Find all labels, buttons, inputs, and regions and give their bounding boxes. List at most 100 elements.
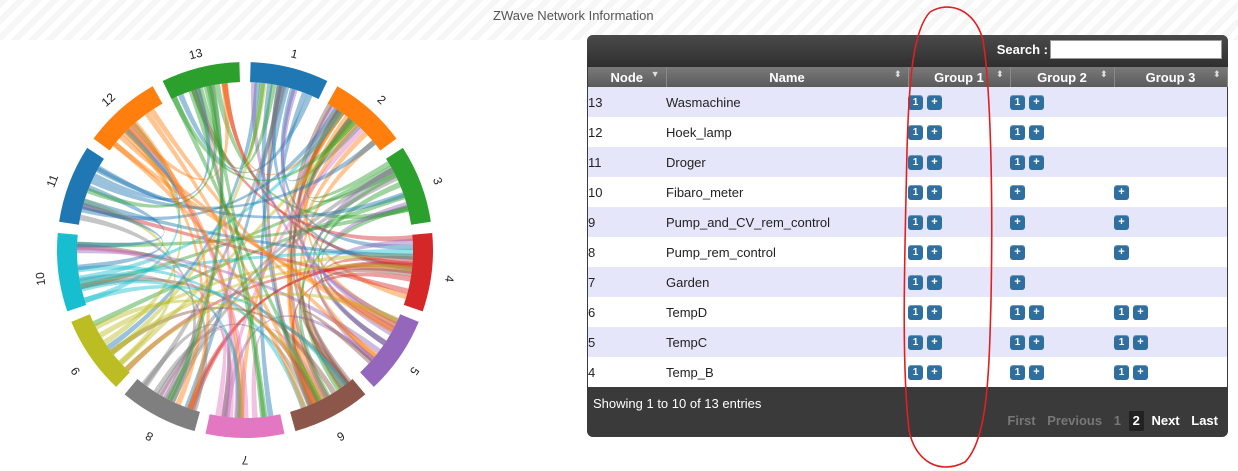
node-name-cell: Temp_B [666,357,908,387]
chord-ribbon [197,82,266,169]
node-id-cell: 6 [588,297,666,327]
add-association-button[interactable]: + [1114,245,1129,261]
column-header-node[interactable]: Node ▼ [588,67,667,87]
association-button[interactable]: 1 [908,95,923,111]
table-row: 10 Fibaro_meter 1 + + + [588,177,1227,207]
add-association-button[interactable]: + [1010,215,1025,231]
chord-ribbon [306,118,396,203]
group3-cell: + [1114,237,1227,267]
add-association-button[interactable]: + [1029,305,1044,321]
association-button[interactable]: 1 [1010,335,1025,351]
chord-ribbon [153,323,313,407]
pager-last[interactable]: Last [1191,413,1218,428]
add-association-button[interactable]: + [927,365,942,381]
add-association-button[interactable]: + [1029,335,1044,351]
search-label: Search : [996,42,1048,57]
chord-ribbon [159,327,227,417]
chord-ribbon [92,88,211,201]
group3-cell: + [1114,177,1227,207]
add-association-button[interactable]: + [1133,335,1148,351]
node-name-cell: Garden [666,267,908,297]
column-header-group1[interactable]: Group 1 ⬍ [908,67,1011,87]
association-button[interactable]: 1 [908,215,923,231]
add-association-button[interactable]: + [927,95,942,111]
chord-ribbon [184,85,285,409]
association-button[interactable]: 1 [908,365,923,381]
chord-ribbon [119,120,356,366]
association-button[interactable]: 1 [1114,365,1129,381]
add-association-button[interactable]: + [927,185,942,201]
association-button[interactable]: 1 [908,275,923,291]
group3-cell: + [1114,207,1227,237]
chord-ribbon [79,248,413,285]
add-association-button[interactable]: + [1010,245,1025,261]
add-association-button[interactable]: + [927,305,942,321]
association-button[interactable]: 1 [1114,335,1129,351]
association-button[interactable]: 1 [1010,155,1025,171]
association-button[interactable]: 1 [908,185,923,201]
chord-ribbon [194,88,233,418]
chord-ribbon [261,83,313,407]
association-button[interactable]: 1 [908,305,923,321]
association-button[interactable]: 1 [1010,365,1025,381]
group2-cell: + [1010,177,1114,207]
add-association-button[interactable]: + [927,125,942,141]
pager-previous[interactable]: Previous [1047,413,1103,428]
add-association-button[interactable]: + [927,335,942,351]
add-association-button[interactable]: + [927,275,942,291]
group2-cell: 1 + [1010,357,1114,387]
add-association-button[interactable]: + [1029,365,1044,381]
header-stripes [0,0,1238,40]
group-label: 10 [33,271,49,286]
pager-page-2[interactable]: 2 [1128,411,1144,431]
add-association-button[interactable]: + [927,155,942,171]
add-association-button[interactable]: + [1133,365,1148,381]
group2-cell: 1 + [1010,297,1114,327]
node-id-cell: 5 [588,327,666,357]
pager-next[interactable]: Next [1151,413,1180,428]
nodes-table: Node ▼ Name ⬍ Group 1 ⬍ Group 2 ⬍ Group 3 ⬍ 1… [588,67,1228,387]
chord-ribbon [83,285,347,388]
sort-both-icon: ⬍ [893,69,902,79]
node-name-cell: Pump_and_CV_rem_control [666,207,908,237]
node-id-cell: 13 [588,87,666,117]
group-arc-5 [360,314,419,387]
chord-ribbon [203,85,268,418]
association-button[interactable]: 1 [1010,125,1025,141]
table-info: Showing 1 to 10 of 13 entries [593,396,762,411]
add-association-button[interactable]: + [1029,95,1044,111]
add-association-button[interactable]: + [927,245,942,261]
group-arc-6 [290,379,366,432]
association-button[interactable]: 1 [1010,95,1025,111]
association-button[interactable]: 1 [908,245,923,261]
add-association-button[interactable]: + [1114,215,1129,231]
association-button[interactable]: 1 [908,125,923,141]
column-header-group2[interactable]: Group 2 ⬍ [1010,67,1115,87]
group1-cell: 1 + [908,297,1010,327]
add-association-button[interactable]: + [1133,305,1148,321]
pager-first[interactable]: First [1007,413,1036,428]
chord-ribbon [305,117,391,199]
association-button[interactable]: 1 [908,335,923,351]
add-association-button[interactable]: + [927,215,942,231]
add-association-button[interactable]: + [1010,185,1025,201]
node-id-cell: 7 [588,267,666,297]
chord-ribbon [266,85,314,406]
group1-cell: 1 + [908,357,1010,387]
add-association-button[interactable]: + [1029,125,1044,141]
column-header-name[interactable]: Name ⬍ [666,67,909,87]
add-association-button[interactable]: + [1029,155,1044,171]
pager-page-1[interactable]: 1 [1113,413,1121,428]
group-label: 8 [143,429,156,445]
sort-both-icon: ⬍ [995,69,1004,79]
table-header-row: Node ▼ Name ⬍ Group 1 ⬍ Group 2 ⬍ Group 3 ⬍ [588,67,1228,87]
add-association-button[interactable]: + [1010,275,1025,291]
association-button[interactable]: 1 [908,155,923,171]
chord-ribbon [251,82,399,324]
add-association-button[interactable]: + [1114,185,1129,201]
column-header-group3[interactable]: Group 3 ⬍ [1114,67,1228,87]
association-button[interactable]: 1 [1010,305,1025,321]
search-input[interactable] [1050,40,1222,59]
node-name-cell: Fibaro_meter [666,177,908,207]
association-button[interactable]: 1 [1114,305,1129,321]
